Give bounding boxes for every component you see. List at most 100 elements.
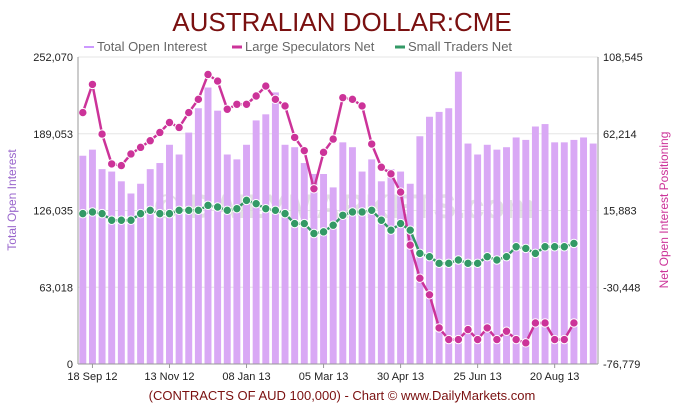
point-small-traders-net (261, 203, 271, 214)
point-small-traders-net (367, 205, 377, 216)
left-tick-label: 0 (67, 359, 73, 371)
point-large-speculators-net (97, 129, 107, 139)
bar-total-open-interest (426, 116, 433, 364)
right-tick-label: -30,448 (603, 282, 640, 294)
point-small-traders-net (87, 207, 98, 217)
bar-total-open-interest (300, 163, 308, 364)
point-small-traders-net (97, 208, 107, 219)
point-small-traders-net (357, 207, 367, 217)
series-points (78, 69, 579, 348)
line-small-traders-net (82, 199, 575, 265)
point-large-speculators-net (261, 81, 271, 91)
point-large-speculators-net (222, 104, 232, 114)
bar-total-open-interest (464, 143, 472, 364)
bar-total-open-interest (79, 155, 87, 364)
line-large-speculators-net (81, 73, 575, 345)
point-large-speculators-net (405, 240, 415, 250)
point-small-traders-net (444, 258, 454, 269)
bar-total-open-interest (377, 181, 385, 364)
bar-total-open-interest (252, 120, 260, 364)
point-small-traders-net (193, 205, 204, 216)
right-tick-label: 62,214 (603, 129, 637, 141)
point-small-traders-net (530, 248, 541, 259)
point-small-traders-net (270, 205, 281, 216)
chart-footer: (CONTRACTS OF AUD 100,000) - Chart © www… (149, 388, 536, 403)
point-small-traders-net (395, 218, 406, 229)
point-large-speculators-net (540, 318, 550, 328)
point-large-speculators-net (376, 162, 387, 172)
bar-total-open-interest (146, 169, 154, 364)
point-large-speculators-net (347, 94, 358, 105)
point-small-traders-net (472, 258, 483, 269)
point-large-speculators-net (549, 334, 560, 345)
point-small-traders-net (299, 218, 309, 229)
point-large-speculators-net (289, 132, 300, 143)
point-small-traders-net (174, 205, 184, 216)
bar-total-open-interest (310, 174, 318, 364)
point-large-speculators-net (482, 323, 492, 333)
point-large-speculators-net (145, 136, 155, 146)
bar-total-open-interest (233, 159, 241, 364)
point-large-speculators-net (270, 94, 281, 105)
point-large-speculators-net (193, 94, 204, 105)
point-small-traders-net (126, 215, 136, 225)
point-small-traders-net (376, 215, 387, 225)
bar-total-open-interest (98, 169, 106, 364)
bar-total-open-interest (358, 171, 366, 364)
point-small-traders-net (232, 203, 242, 214)
point-small-traders-net (347, 207, 358, 217)
legend-label-total-open-interest: Total Open Interest (97, 39, 207, 54)
point-large-speculators-net (559, 334, 569, 345)
x-tick-label: 25 Jun 13 (453, 371, 501, 383)
x-tick-label: 13 Nov 12 (144, 371, 194, 383)
point-small-traders-net (318, 227, 329, 237)
series-lines (81, 73, 575, 345)
bar-total-open-interest (175, 154, 183, 364)
point-small-traders-net (521, 243, 531, 254)
point-large-speculators-net (453, 334, 464, 345)
bar-total-open-interest (435, 111, 443, 365)
point-small-traders-net (222, 205, 232, 216)
point-large-speculators-net (501, 326, 512, 336)
x-axis-ticks: 18 Sep 12 13 Nov 12 08 Jan 13 05 Mar 13 30 A… (67, 364, 579, 383)
point-small-traders-net (540, 242, 550, 252)
legend-label-large-speculators-net: Large Speculators Net (245, 39, 375, 54)
right-tick-label: 108,545 (603, 52, 643, 64)
point-small-traders-net (135, 208, 146, 219)
point-small-traders-net (280, 208, 290, 219)
point-small-traders-net (155, 208, 165, 219)
point-small-traders-net (501, 251, 512, 262)
point-large-speculators-net (434, 323, 444, 333)
legend-item-large-speculators-net: Large Speculators Net (232, 39, 375, 54)
point-large-speculators-net (395, 187, 406, 197)
x-tick-label: 08 Jan 13 (222, 371, 270, 383)
point-small-traders-net (434, 258, 444, 269)
point-small-traders-net (482, 251, 492, 262)
bar-total-open-interest (454, 71, 462, 364)
bar-total-open-interest (127, 193, 135, 364)
chart-title: AUSTRALIAN DOLLAR:CME (172, 7, 512, 37)
point-small-traders-net (212, 202, 223, 212)
bar-total-open-interest (387, 169, 395, 364)
point-small-traders-net (453, 255, 464, 265)
bar-total-open-interest (531, 126, 539, 365)
point-large-speculators-net (415, 273, 425, 283)
bar-total-open-interest (166, 144, 173, 364)
point-small-traders-net (145, 205, 155, 216)
point-small-traders-net (164, 208, 175, 219)
point-small-traders-net (405, 225, 415, 235)
left-axis-ticks: 0 63,018 126,035 189,053 252,070 (33, 52, 73, 371)
point-large-speculators-net (135, 142, 146, 153)
point-large-speculators-net (569, 318, 579, 328)
x-tick-label: 20 Aug 13 (530, 371, 580, 383)
point-large-speculators-net (251, 91, 261, 101)
point-large-speculators-net (521, 338, 531, 348)
point-large-speculators-net (280, 101, 290, 111)
point-small-traders-net (386, 225, 396, 235)
bar-total-open-interest (262, 114, 270, 364)
point-small-traders-net (463, 258, 473, 269)
bar-total-open-interest (368, 159, 376, 364)
bar-total-open-interest (329, 187, 337, 364)
point-large-speculators-net (241, 99, 252, 109)
point-small-traders-net (241, 195, 252, 206)
